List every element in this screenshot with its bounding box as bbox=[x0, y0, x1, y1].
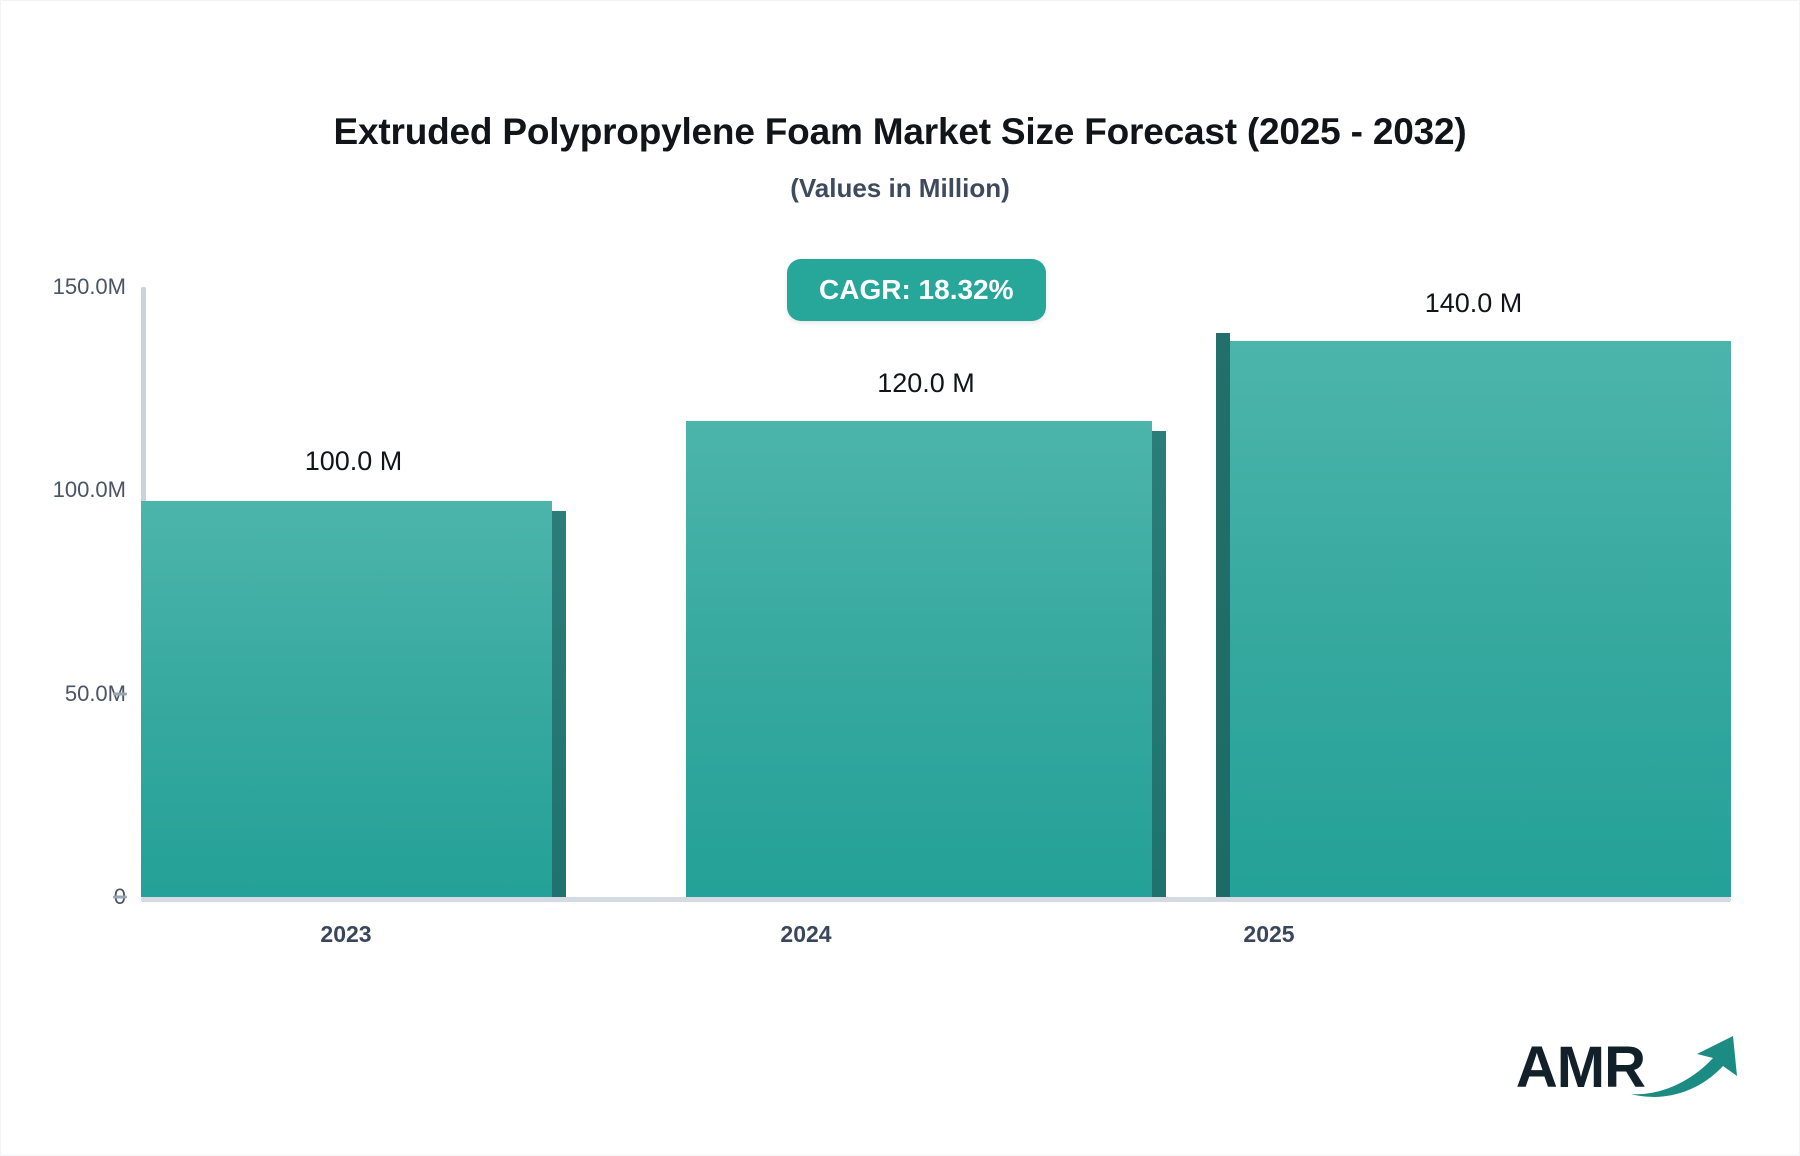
amr-logo-text: AMR bbox=[1515, 1034, 1646, 1100]
x-axis-line bbox=[141, 897, 1731, 902]
bar-2023[interactable] bbox=[141, 493, 566, 897]
amr-logo: AMR bbox=[1516, 1028, 1747, 1107]
x-tick-label-2024: 2024 bbox=[780, 921, 832, 947]
bar-side-face-2023 bbox=[551, 511, 566, 897]
bar-2024[interactable] bbox=[686, 413, 1166, 897]
y-tick-label-100: 100.0M bbox=[52, 477, 126, 502]
bar-group-2024: 120.0 M bbox=[686, 287, 1166, 897]
bar-value-label-2023: 100.0 M bbox=[304, 446, 403, 476]
bar-group-2025: 140.0 M bbox=[1216, 287, 1731, 897]
x-tick-label-2023: 2023 bbox=[320, 921, 372, 947]
x-tick-label-2025: 2025 bbox=[1243, 921, 1295, 947]
bar-value-label-2025: 140.0 M bbox=[1424, 288, 1523, 318]
y-tick-mark-50 bbox=[113, 692, 127, 696]
bar-side-face-2024 bbox=[1151, 431, 1166, 897]
y-tick-mark-0 bbox=[113, 895, 127, 899]
bar-value-label-2024: 120.0 M bbox=[877, 368, 975, 398]
y-tick-label-0: 0 bbox=[6, 884, 126, 910]
y-axis-tick-labels: 150.0M 100.0M 50.0M 0 bbox=[1, 274, 126, 909]
y-tick-label-50: 50.0M bbox=[64, 681, 126, 706]
chart-subtitle: (Values in Million) bbox=[790, 173, 1010, 203]
bar-front-face-2023 bbox=[141, 501, 552, 897]
bar-2025[interactable] bbox=[1216, 333, 1731, 897]
chart-title: Extruded Polypropylene Foam Market Size … bbox=[333, 111, 1467, 152]
plot-area: 150.0M 100.0M 50.0M 0 100.0 M 120.0 M bbox=[53, 274, 1731, 947]
bar-front-face-2024 bbox=[686, 421, 1152, 897]
y-axis-ticks bbox=[113, 287, 133, 899]
bar-series: 100.0 M 120.0 M 140.0 M bbox=[141, 287, 1731, 897]
y-tick-label-150: 150.0M bbox=[52, 274, 126, 299]
bar-front-face-2025 bbox=[1230, 341, 1731, 897]
cagr-badge: CAGR: 18.32% bbox=[787, 259, 1046, 321]
bar-side-face-2025 bbox=[1216, 333, 1230, 897]
growth-arrow-icon bbox=[1627, 1028, 1747, 1105]
bar-group-2023: 100.0 M bbox=[141, 287, 566, 897]
